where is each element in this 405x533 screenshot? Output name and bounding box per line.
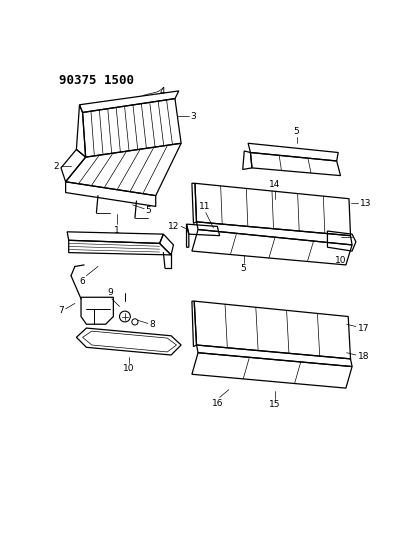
- Text: 2: 2: [54, 162, 59, 171]
- Text: 5: 5: [293, 126, 299, 135]
- Text: 4: 4: [159, 87, 165, 96]
- Text: 8: 8: [149, 320, 155, 329]
- Text: 7: 7: [58, 306, 64, 315]
- Text: 11: 11: [198, 202, 209, 211]
- Text: 14: 14: [269, 181, 280, 189]
- Text: 6: 6: [79, 277, 85, 286]
- Text: 3: 3: [190, 112, 196, 121]
- Text: 10: 10: [123, 364, 134, 373]
- Text: 18: 18: [356, 352, 368, 361]
- Text: 10: 10: [334, 256, 346, 265]
- Text: 5: 5: [239, 264, 245, 273]
- Text: 17: 17: [356, 324, 368, 333]
- Text: 90375 1500: 90375 1500: [59, 74, 134, 87]
- Text: 1: 1: [114, 225, 120, 235]
- Text: 12: 12: [168, 222, 179, 231]
- Text: 9: 9: [107, 288, 113, 297]
- Text: 13: 13: [359, 199, 370, 208]
- Text: 16: 16: [212, 399, 223, 408]
- Text: 5: 5: [145, 206, 151, 215]
- Text: 15: 15: [269, 400, 280, 409]
